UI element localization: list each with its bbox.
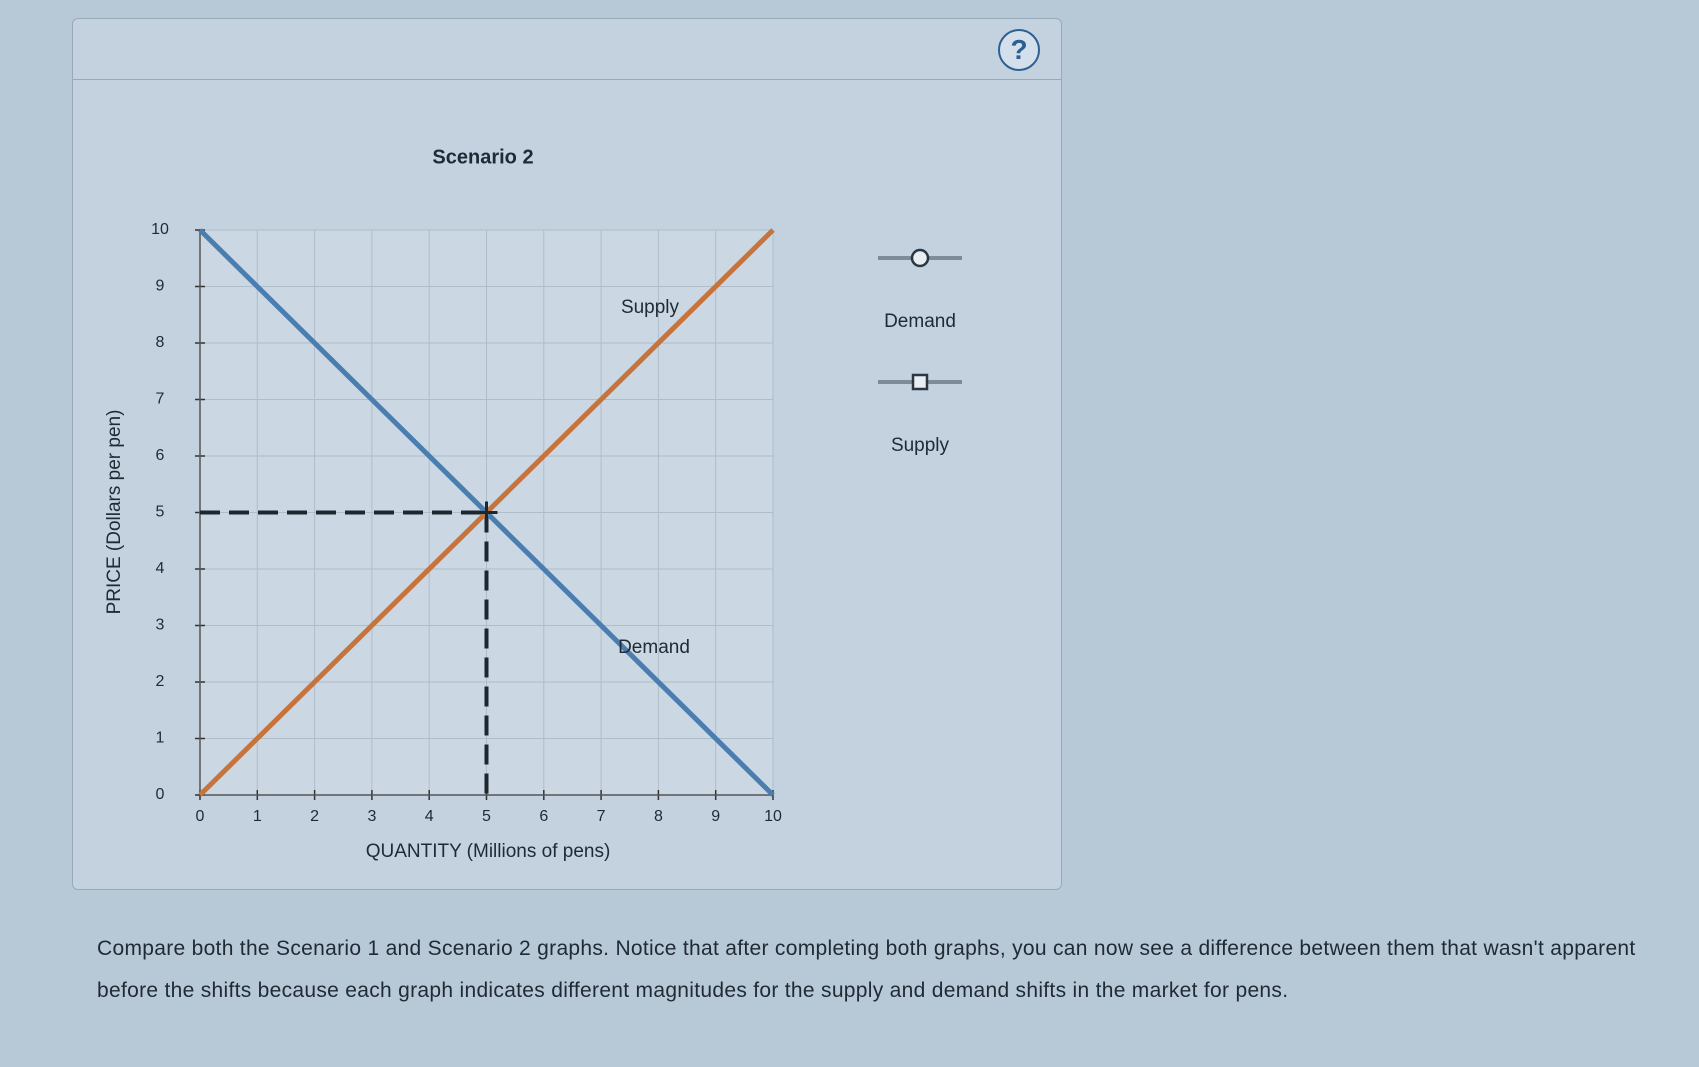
x-tick-label: 2 (310, 808, 319, 825)
y-tick-label: 7 (156, 391, 165, 408)
legend-label: Demand (884, 311, 956, 332)
legend-marker (911, 373, 929, 391)
x-tick-label: 6 (539, 808, 548, 825)
instructions: Compare both the Scenario 1 and Scenario… (97, 937, 1636, 1002)
panel-header (73, 19, 1061, 80)
x-axis-label: QUANTITY (Millions of pens) (366, 841, 611, 862)
y-tick-label: 9 (156, 278, 165, 295)
equilibrium-point (475, 501, 498, 524)
legend-marker (910, 248, 930, 268)
chart-title: Scenario 2 (432, 146, 533, 168)
legend-label: Supply (891, 435, 950, 456)
y-tick-label: 1 (156, 730, 165, 747)
x-tick-label: 0 (196, 808, 205, 825)
curve-annotation: Supply (621, 297, 680, 318)
x-tick-label: 8 (654, 808, 663, 825)
y-tick-label: 0 (156, 786, 165, 803)
x-tick-label: 7 (597, 808, 606, 825)
y-tick-label: 10 (151, 221, 169, 238)
y-tick-label: 5 (156, 504, 165, 521)
chart: Scenario 2 QUANTITY (Millions of pens) P… (104, 146, 962, 862)
x-tick-label: 5 (482, 808, 491, 825)
x-tick-label: 4 (425, 808, 434, 825)
y-axis-label: PRICE (Dollars per pen) (104, 410, 125, 615)
x-tick-label: 1 (253, 808, 262, 825)
y-tick-label: 4 (156, 560, 165, 577)
help-button[interactable]: ? (998, 29, 1040, 71)
y-tick-label: 8 (156, 334, 165, 351)
y-tick-label: 3 (156, 617, 165, 634)
curve-annotation: Demand (618, 637, 690, 658)
x-tick-label: 3 (367, 808, 376, 825)
x-tick-label: 10 (764, 808, 782, 825)
y-tick-label: 2 (156, 673, 165, 690)
y-tick-label: 6 (156, 447, 165, 464)
x-tick-label: 9 (711, 808, 720, 825)
